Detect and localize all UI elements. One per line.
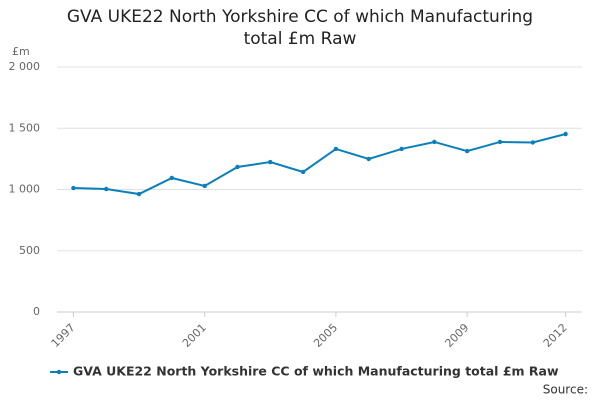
data-point bbox=[464, 148, 470, 154]
x-tick-label: 1997 bbox=[49, 321, 78, 350]
y-tick-label: 500 bbox=[19, 244, 40, 257]
x-tick-label: 2001 bbox=[180, 321, 209, 350]
y-axis-label: £m bbox=[12, 45, 30, 58]
data-point bbox=[497, 139, 503, 145]
legend-marker bbox=[56, 369, 62, 375]
legend-label: GVA UKE22 North Yorkshire CC of which Ma… bbox=[73, 364, 559, 379]
x-tick-label: 2009 bbox=[442, 321, 471, 350]
y-tick-label: 1 500 bbox=[9, 121, 41, 134]
data-point bbox=[300, 169, 306, 175]
y-tick-label: 0 bbox=[33, 305, 40, 318]
data-point bbox=[268, 159, 273, 165]
data-point bbox=[399, 146, 404, 152]
data-point bbox=[432, 139, 437, 145]
data-point bbox=[563, 131, 568, 137]
data-point bbox=[71, 185, 76, 191]
x-tick-label: 2005 bbox=[311, 321, 340, 350]
data-point bbox=[136, 191, 142, 197]
y-tick-label: 2 000 bbox=[9, 60, 41, 73]
chart-title: GVA UKE22 North Yorkshire CC of which Ma… bbox=[66, 7, 534, 49]
y-tick-label: 1 000 bbox=[9, 183, 41, 196]
data-point bbox=[104, 186, 109, 192]
data-point bbox=[366, 156, 371, 162]
data-point bbox=[530, 140, 535, 145]
x-tick-label: 2012 bbox=[541, 321, 570, 350]
source: Source: bbox=[543, 383, 588, 397]
data-point bbox=[235, 164, 240, 170]
data-point bbox=[169, 175, 175, 181]
data-point bbox=[202, 183, 207, 189]
series-line bbox=[73, 133, 566, 196]
data-point bbox=[333, 146, 339, 152]
